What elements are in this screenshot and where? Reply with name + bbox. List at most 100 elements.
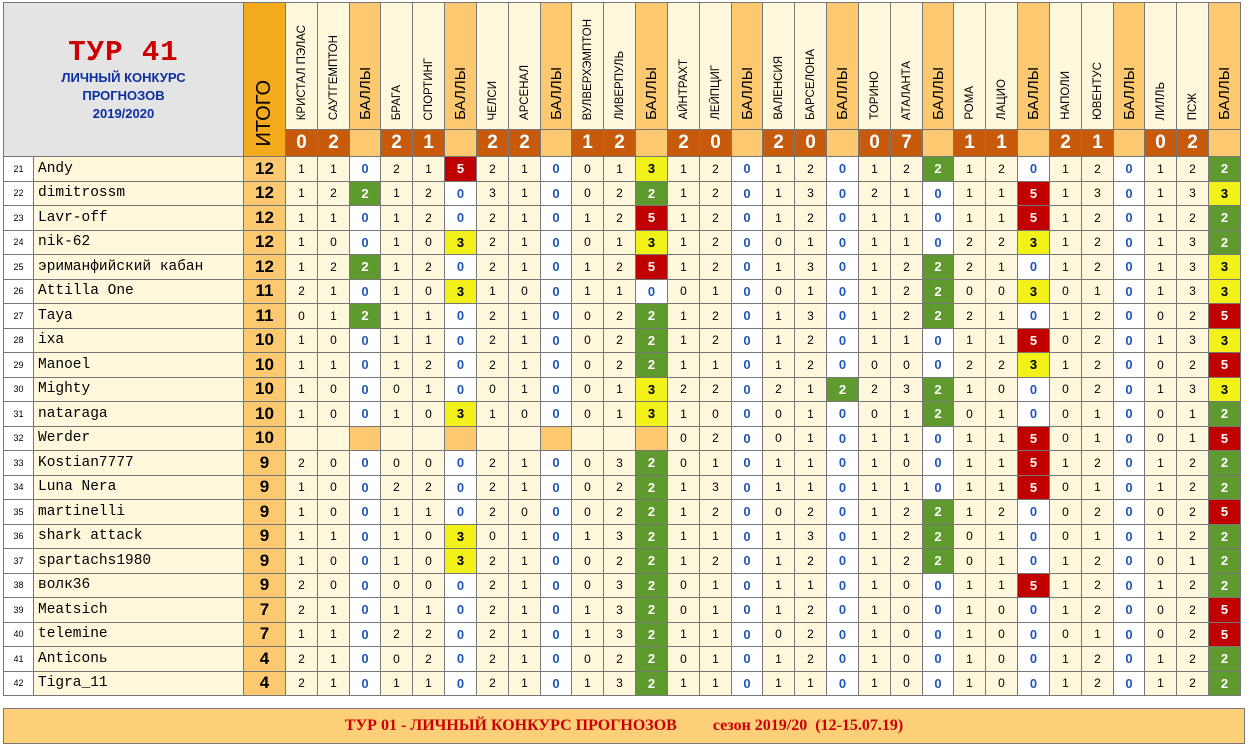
prediction-away: 2 bbox=[699, 327, 732, 353]
prediction-home: 2 bbox=[285, 278, 318, 304]
prediction-away: 0 bbox=[890, 572, 923, 598]
prediction-home: 1 bbox=[858, 205, 891, 231]
points-cell: 0 bbox=[349, 352, 381, 378]
prediction-away: 0 bbox=[412, 401, 445, 427]
prediction-away: 2 bbox=[1081, 352, 1114, 378]
prediction-home: 0 bbox=[571, 548, 604, 574]
player-total: 12 bbox=[243, 254, 286, 280]
prediction-home: 1 bbox=[858, 303, 891, 329]
prediction-away: 2 bbox=[794, 327, 827, 353]
points-cell: 0 bbox=[826, 621, 859, 647]
points-cell: 0 bbox=[1113, 523, 1145, 549]
points-cell: 0 bbox=[1017, 523, 1050, 549]
team-header-away: АТАЛАНТА bbox=[890, 2, 923, 130]
points-header-label: БАЛЛЫ bbox=[738, 67, 756, 120]
prediction-home: 2 bbox=[858, 180, 891, 206]
prediction-away: 1 bbox=[1081, 278, 1114, 304]
points-cell: 0 bbox=[1113, 376, 1145, 402]
prediction-home: 1 bbox=[667, 548, 700, 574]
points-cell: 2 bbox=[922, 548, 954, 574]
prediction-home: 0 bbox=[571, 303, 604, 329]
prediction-away: 2 bbox=[317, 254, 350, 280]
prediction-home: 2 bbox=[285, 572, 318, 598]
row-number: 23 bbox=[3, 205, 34, 231]
points-cell: 2 bbox=[1208, 401, 1241, 427]
points-cell: 0 bbox=[1113, 621, 1145, 647]
prediction-away: 0 bbox=[317, 229, 350, 255]
team-header-away: СПОРТИНГ bbox=[412, 2, 445, 130]
prediction-away: 1 bbox=[699, 670, 732, 696]
player-total: 10 bbox=[243, 352, 286, 378]
prediction-home: 1 bbox=[1049, 254, 1082, 280]
points-cell: 0 bbox=[1113, 254, 1145, 280]
player-row: 25 эриманфийский кабан 12 1 2 2 1 2 0 2 1 0 1 2 5 1 2 0 1 3… bbox=[3, 254, 1241, 280]
points-cell: 0 bbox=[349, 327, 381, 353]
prediction-home: 0 bbox=[571, 450, 604, 476]
prediction-home: 1 bbox=[667, 254, 700, 280]
prediction-home: 0 bbox=[762, 499, 795, 525]
prediction-away: 1 bbox=[508, 376, 541, 402]
prediction-home: 1 bbox=[1049, 597, 1082, 623]
home-score: 0 bbox=[858, 129, 891, 157]
prediction-away: 3 bbox=[1176, 254, 1209, 280]
prediction-home: 1 bbox=[1049, 572, 1082, 598]
points-cell: 0 bbox=[349, 646, 381, 672]
prediction-home: 0 bbox=[1049, 401, 1082, 427]
points-cell: 0 bbox=[540, 156, 572, 182]
prediction-away: 2 bbox=[890, 303, 923, 329]
points-header-label: БАЛЛЫ bbox=[547, 67, 565, 120]
points-cell: 5 bbox=[1017, 450, 1050, 476]
points-cell: 2 bbox=[922, 156, 954, 182]
prediction-home: 1 bbox=[285, 523, 318, 549]
prediction-away: 1 bbox=[1176, 425, 1209, 451]
player-name: Tigra_11 bbox=[33, 670, 244, 696]
points-cell: 0 bbox=[1113, 352, 1145, 378]
prediction-home: 1 bbox=[858, 670, 891, 696]
prediction-home: 1 bbox=[1144, 327, 1177, 353]
prediction-home: 1 bbox=[380, 523, 413, 549]
team-header-home: ЛИЛЛЬ bbox=[1144, 2, 1177, 130]
player-name: Manoel bbox=[33, 352, 244, 378]
prediction-away: 1 bbox=[794, 450, 827, 476]
points-cell: 0 bbox=[540, 327, 572, 353]
prediction-away: 2 bbox=[890, 278, 923, 304]
points-cell: 0 bbox=[922, 450, 954, 476]
prediction-home: 1 bbox=[1049, 450, 1082, 476]
prediction-away: 3 bbox=[603, 621, 636, 647]
points-cell: 0 bbox=[1113, 597, 1145, 623]
points-cell: 0 bbox=[731, 474, 763, 500]
points-cell: 0 bbox=[540, 205, 572, 231]
prediction-home: 1 bbox=[1049, 180, 1082, 206]
prediction-home: 1 bbox=[285, 548, 318, 574]
prediction-away: 2 bbox=[317, 180, 350, 206]
prediction-away: 1 bbox=[699, 597, 732, 623]
row-number: 33 bbox=[3, 450, 34, 476]
prediction-away: 0 bbox=[985, 646, 1018, 672]
points-cell: 5 bbox=[1208, 352, 1241, 378]
prediction-home: 0 bbox=[1144, 401, 1177, 427]
player-name: Taya bbox=[33, 303, 244, 329]
prediction-home: 1 bbox=[380, 254, 413, 280]
prediction-away: 0 bbox=[890, 450, 923, 476]
row-number: 21 bbox=[3, 156, 34, 182]
row-number: 30 bbox=[3, 376, 34, 402]
points-cell: 0 bbox=[731, 254, 763, 280]
prediction-away: 1 bbox=[508, 572, 541, 598]
prediction-home: 1 bbox=[762, 523, 795, 549]
team-name: АЙНТРАХТ bbox=[677, 59, 690, 120]
prediction-home: 2 bbox=[476, 352, 509, 378]
points-cell: 0 bbox=[1113, 303, 1145, 329]
points-cell: 2 bbox=[1208, 229, 1241, 255]
prediction-away: 1 bbox=[412, 670, 445, 696]
footer-season: сезон 2019/20 (12-15.07.19) bbox=[712, 717, 904, 734]
prediction-away: 2 bbox=[1176, 572, 1209, 598]
prediction-away: 1 bbox=[317, 670, 350, 696]
prediction-home: 1 bbox=[953, 425, 986, 451]
prediction-away: 2 bbox=[412, 352, 445, 378]
prediction-home: 1 bbox=[858, 499, 891, 525]
prediction-away: 2 bbox=[1081, 597, 1114, 623]
prediction-away: 1 bbox=[699, 572, 732, 598]
points-cell: 0 bbox=[1113, 401, 1145, 427]
player-row: 22 dimitrossm 12 1 2 2 1 2 0 3 1 0 0 2 2 1 2 0 1 3 0 2 1 0 1 1 5 1 3… bbox=[3, 180, 1241, 206]
player-row: 21 Andy 12 1 1 0 2 1 5 2 1 0 0 1 3 1 2 0 1 2 0 1 2 2 1 2 0 1 2 0 1 2 2 bbox=[3, 156, 1241, 182]
